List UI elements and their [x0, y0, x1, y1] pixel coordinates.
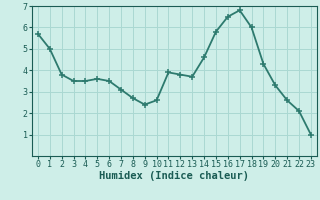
X-axis label: Humidex (Indice chaleur): Humidex (Indice chaleur) — [100, 171, 249, 181]
